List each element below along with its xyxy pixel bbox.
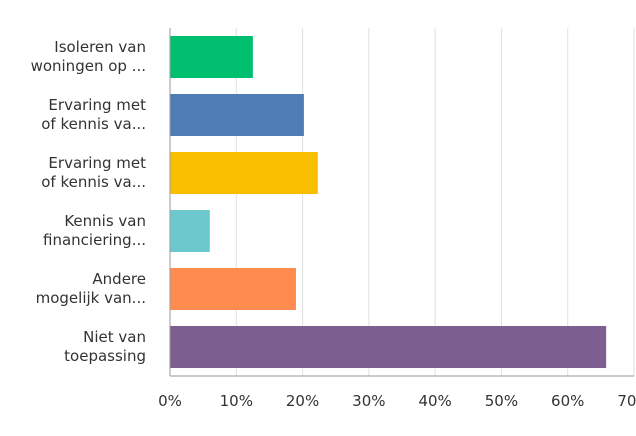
bar — [170, 94, 304, 136]
bar — [170, 268, 296, 310]
bar — [170, 36, 253, 78]
y-tick-label: Kennis van financiering... — [43, 212, 146, 249]
bar — [170, 326, 607, 368]
y-tick-label: Isoleren van woningen op ... — [30, 38, 146, 75]
x-tick-label: 20% — [286, 392, 319, 410]
x-tick-label: 40% — [418, 392, 451, 410]
x-tick-label: 50% — [485, 392, 518, 410]
y-tick-label: Niet van toepassing — [64, 328, 146, 365]
y-tick-label: Andere mogelijk van... — [35, 270, 146, 307]
x-tick-label: 60% — [551, 392, 584, 410]
y-tick-label: Ervaring met of kennis va... — [41, 96, 146, 133]
bar — [170, 152, 318, 194]
bar — [170, 210, 210, 252]
x-tick-label: 0% — [158, 392, 182, 410]
x-tick-label: 30% — [352, 392, 385, 410]
x-tick-label: 70% — [617, 392, 636, 410]
x-tick-label: 10% — [220, 392, 253, 410]
y-tick-label: Ervaring met of kennis va... — [41, 154, 146, 191]
